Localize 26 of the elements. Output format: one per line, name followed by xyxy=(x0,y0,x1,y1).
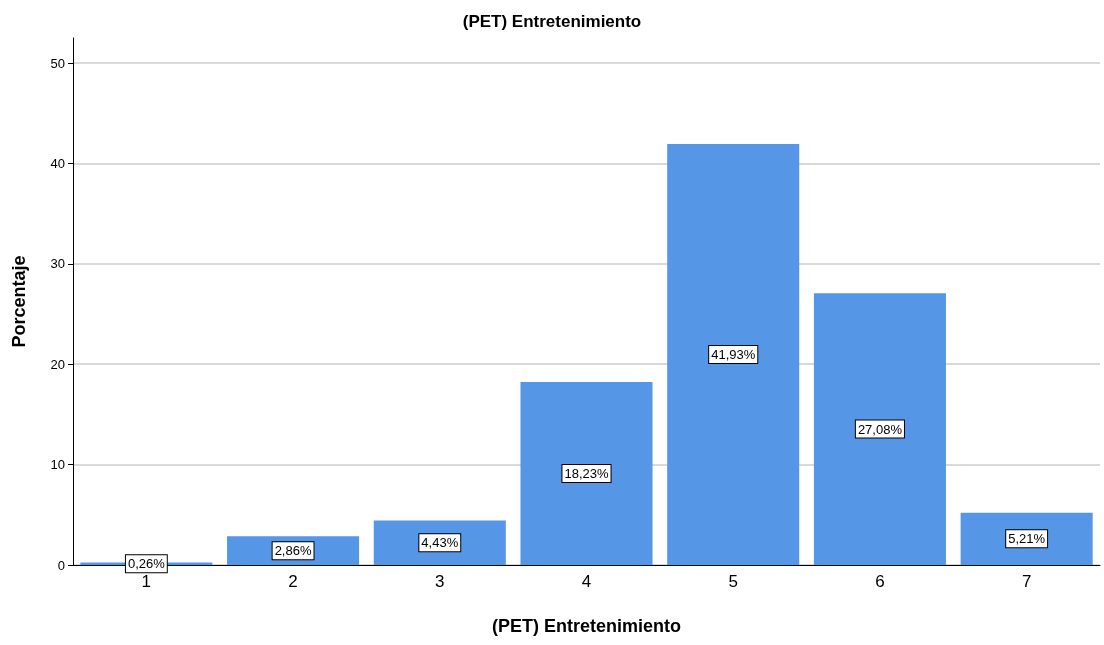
bar xyxy=(667,144,800,565)
data-label: 2,86% xyxy=(274,543,312,559)
bar xyxy=(813,293,946,565)
bar xyxy=(520,382,653,565)
x-tick-label: 7 xyxy=(1021,572,1032,591)
data-label: 41,93% xyxy=(711,347,756,363)
x-tick-label: 6 xyxy=(875,572,885,591)
y-axis-title: Porcentaje xyxy=(9,255,29,348)
y-tick-label: 0 xyxy=(57,557,65,573)
data-label: 27,08% xyxy=(857,421,903,437)
data-label: 4,43% xyxy=(421,535,459,551)
y-tick-label: 20 xyxy=(50,356,65,372)
data-label: 0,26% xyxy=(127,556,166,572)
x-axis-title: (PET) Entretenimiento xyxy=(491,616,682,636)
y-tick-label: 10 xyxy=(50,457,65,473)
y-tick-label: 50 xyxy=(50,55,65,71)
data-label: 18,23% xyxy=(564,466,609,481)
x-tick-label: 4 xyxy=(581,572,592,591)
y-tick-label: 40 xyxy=(50,155,65,171)
x-tick-label: 2 xyxy=(288,572,298,591)
data-label: 5,21% xyxy=(1008,531,1046,547)
x-tick-label: 3 xyxy=(435,572,445,591)
x-tick-label: 1 xyxy=(141,572,152,591)
y-tick-label: 30 xyxy=(50,256,65,272)
chart-title: (PET) Entretenimiento xyxy=(462,12,642,31)
x-tick-label: 5 xyxy=(728,572,738,591)
